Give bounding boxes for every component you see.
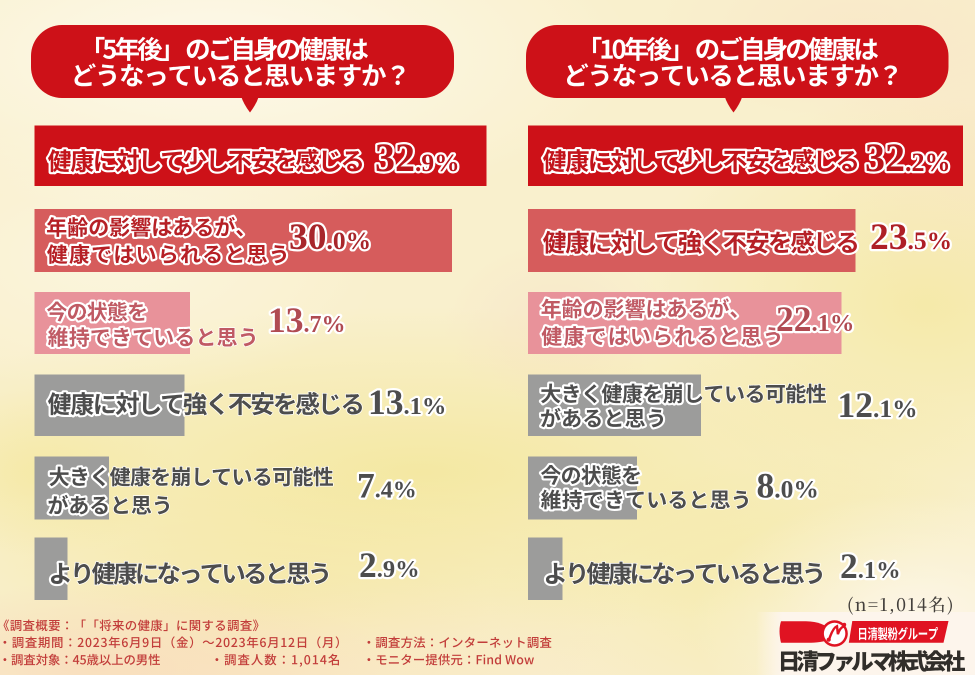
svg-text:23.5%: 23.5% <box>870 217 952 258</box>
svg-text:12.1%: 12.1% <box>838 385 918 425</box>
svg-text:13.1%: 13.1% <box>368 382 446 422</box>
svg-text:13.7%: 13.7% <box>268 300 346 340</box>
svg-text:2.9%: 2.9% <box>359 545 420 585</box>
svg-text:8.0%: 8.0% <box>757 466 819 506</box>
svg-text:2.1%: 2.1% <box>840 546 901 586</box>
svg-text:7.4%: 7.4% <box>357 466 417 506</box>
